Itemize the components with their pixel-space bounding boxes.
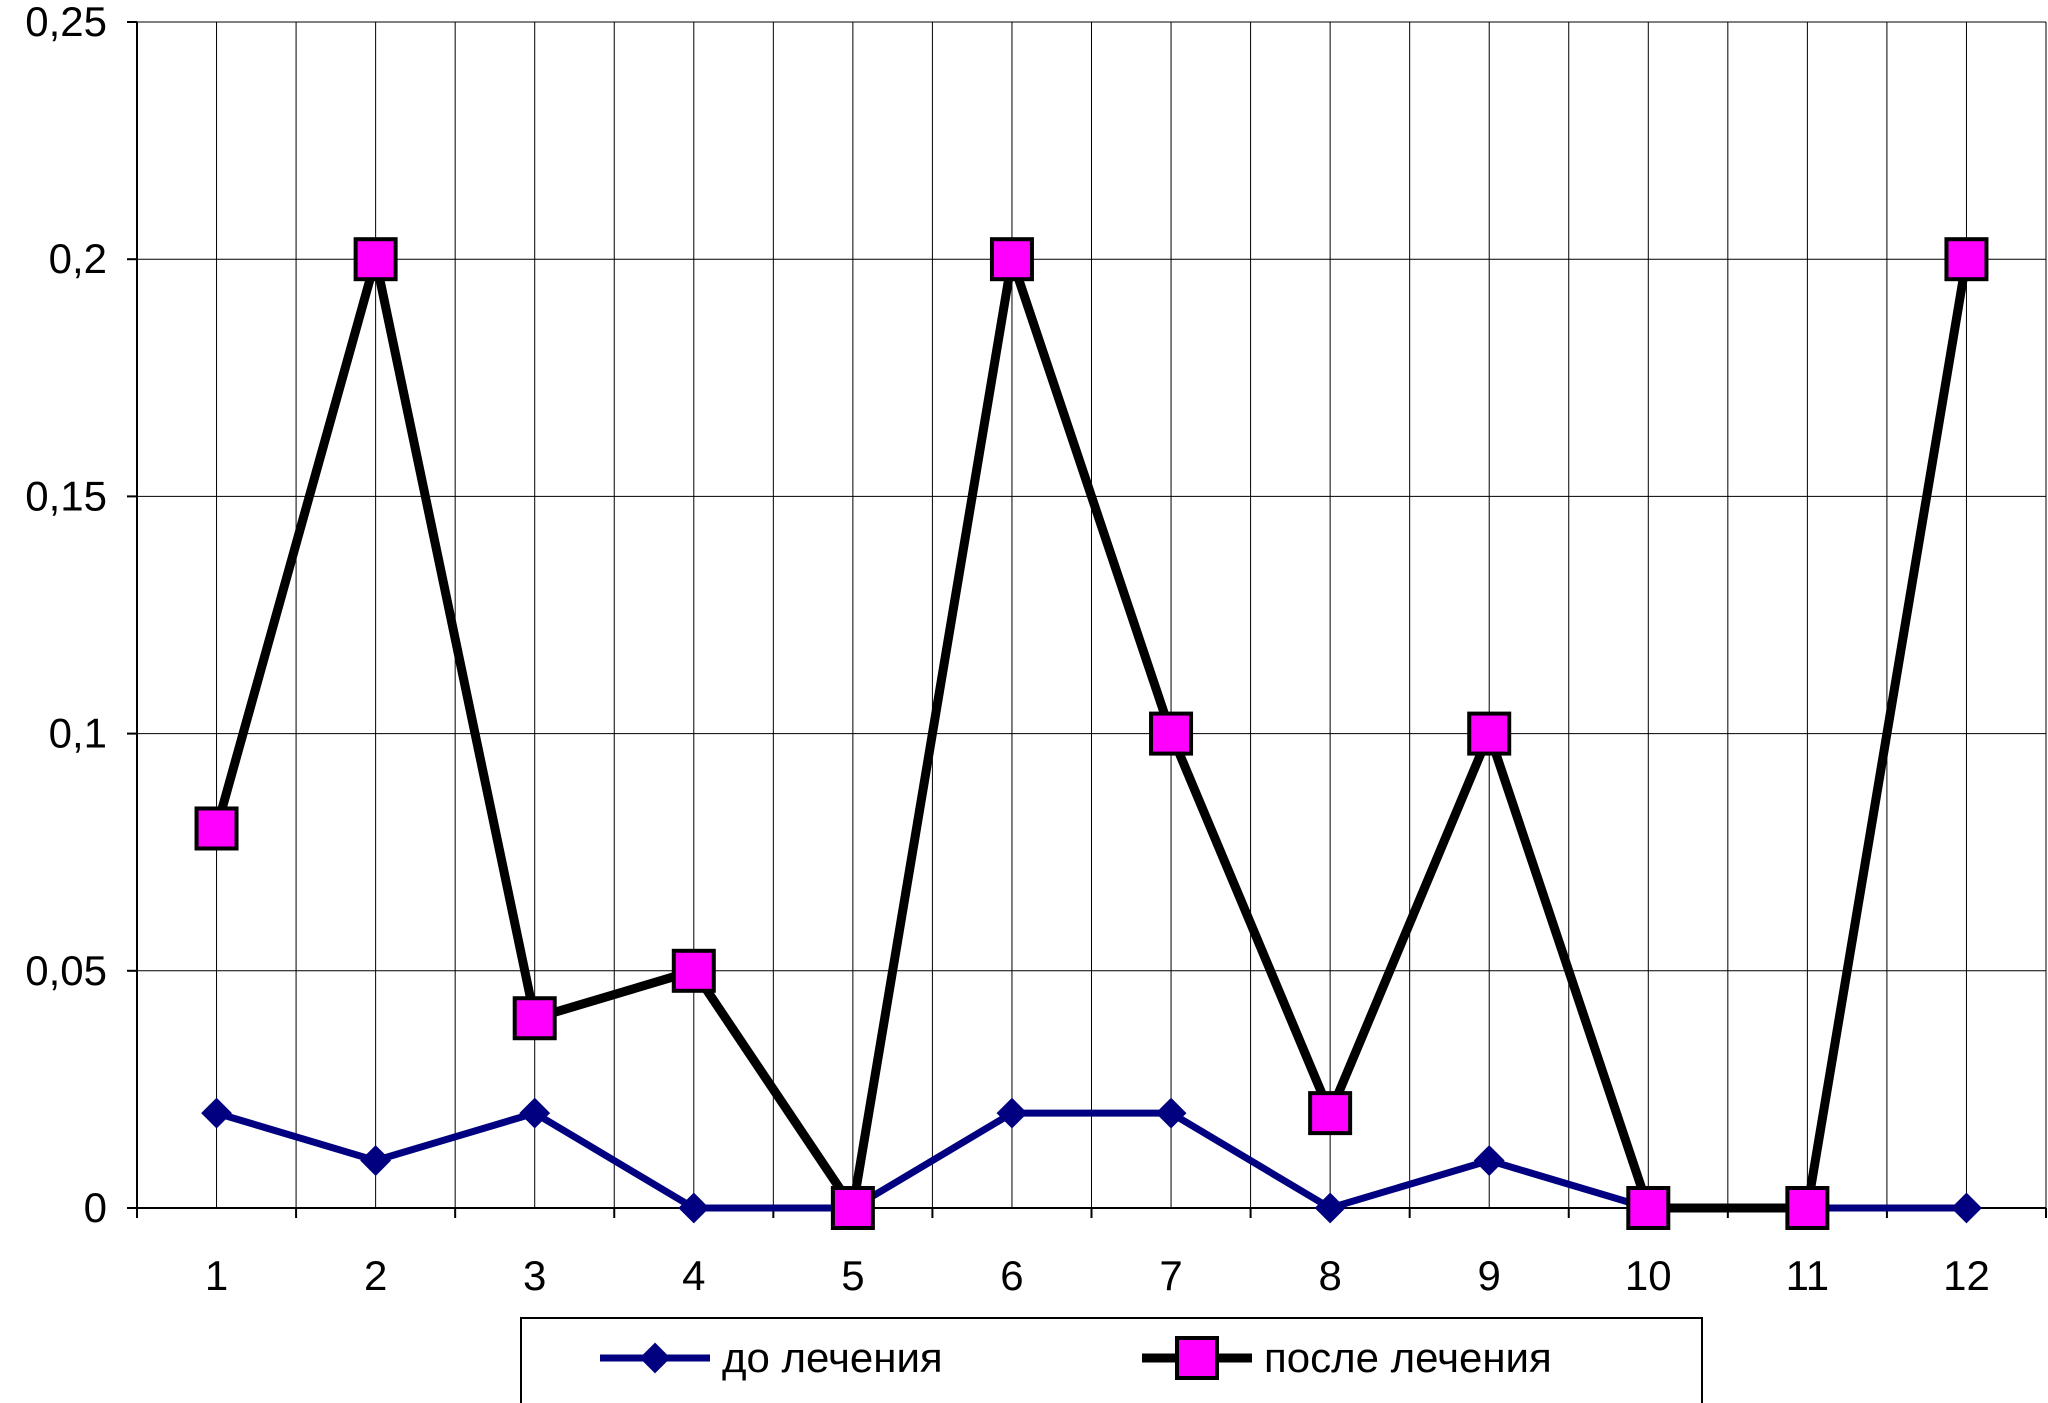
legend-box [520,1317,1703,1403]
y-tick-label: 0,25 [25,0,107,45]
y-tick-label: 0 [84,1184,107,1231]
data-point [201,1097,232,1129]
data-point [671,948,716,993]
legend-marker [639,1342,671,1374]
series-line [212,257,1971,1220]
x-tick-label: 12 [1943,1252,1990,1299]
data-point [1626,1186,1671,1230]
series-2 [194,237,1989,1230]
x-tick-label: 1 [205,1252,228,1299]
y-tick-label: 0,15 [25,472,107,519]
axes [127,21,2047,1218]
legend-label: до лечения [722,1334,943,1381]
x-tick-label: 6 [1000,1252,1023,1299]
legend-label: после лечения [1264,1334,1552,1381]
y-tick-label: 0,1 [49,710,107,757]
data-point [678,1192,710,1224]
data-point [830,1186,875,1230]
x-tick-label: 4 [682,1252,705,1299]
data-point [353,237,398,282]
legend: до лечения после лечения [520,1317,1703,1403]
legend-item-2: после лечения [1142,1334,1552,1381]
tick-labels: 00,050,10,150,20,251 2 3 4 5 6 7 8 9 10 11 12 [25,0,1990,1299]
data-point [519,1097,551,1129]
data-point [1314,1192,1346,1224]
x-tick-label: 3 [523,1252,546,1299]
data-point [512,996,557,1041]
data-point [1951,1192,1982,1224]
data-point [1944,237,1989,282]
data-point [989,237,1034,282]
data-point [1149,711,1194,756]
x-tick-label: 9 [1478,1252,1501,1299]
data-point [1473,1145,1505,1176]
x-tick-label: 2 [364,1252,387,1299]
y-tick-label: 0,05 [25,947,107,994]
data-point [1785,1186,1830,1230]
x-tick-label: 10 [1625,1252,1672,1299]
data-point [360,1145,392,1176]
x-tick-label: 11 [1786,1252,1830,1299]
y-tick-label: 0,2 [49,235,107,282]
data-point [1155,1097,1187,1129]
data-point [996,1097,1028,1129]
series-layer [194,237,1989,1230]
x-tick-label: 7 [1159,1252,1182,1299]
legend-marker [1175,1336,1219,1380]
x-tick-label: 8 [1318,1252,1341,1299]
x-tick-label: 5 [841,1252,864,1299]
data-point [194,806,239,851]
data-point [1467,711,1512,756]
grid [137,21,2047,1209]
legend-item-1: до лечения [600,1334,943,1381]
data-point [1308,1091,1353,1136]
